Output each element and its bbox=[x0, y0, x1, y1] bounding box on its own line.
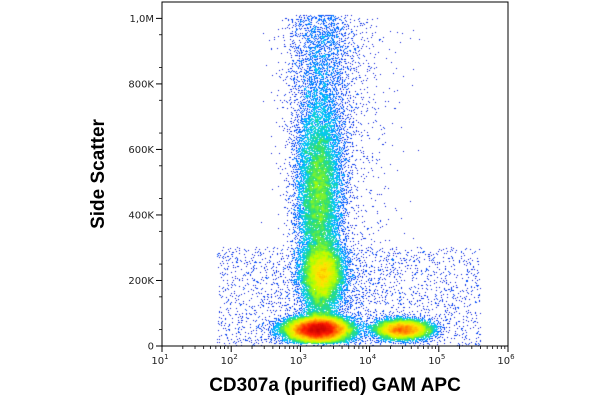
x-tick-label: 104 bbox=[359, 353, 377, 367]
y-tick-label: 800K bbox=[128, 79, 154, 90]
x-tick-label: 101 bbox=[151, 353, 168, 367]
x-tick-label: 105 bbox=[428, 353, 445, 367]
x-axis-ticks: 101 102 103 104 105 106 bbox=[151, 346, 515, 367]
y-tick-label: 600K bbox=[128, 145, 154, 156]
x-tick-exponent: 4 bbox=[372, 353, 377, 361]
x-tick-exponent: 3 bbox=[303, 353, 307, 361]
x-tick-exponent: 5 bbox=[441, 353, 445, 361]
y-tick-label: 200K bbox=[128, 276, 154, 287]
x-axis-title: CD307a (purified) GAM APC bbox=[209, 375, 461, 396]
y-axis-title: Side Scatter bbox=[88, 118, 109, 228]
y-tick-label: 0 bbox=[148, 342, 154, 353]
x-tick-label: 103 bbox=[290, 353, 307, 367]
scatter-points bbox=[162, 2, 508, 346]
x-tick-label: 102 bbox=[221, 353, 238, 367]
y-axis-ticks: 0 200K 400K 600K 800K 1,0M bbox=[128, 14, 162, 353]
y-tick-label: 400K bbox=[128, 210, 154, 221]
x-tick-label: 106 bbox=[497, 353, 515, 367]
density-raster bbox=[162, 2, 508, 346]
x-tick-exponent: 2 bbox=[233, 353, 237, 361]
y-tick-label: 1,0M bbox=[129, 14, 154, 25]
plot-frame bbox=[161, 1, 509, 347]
x-tick-exponent: 6 bbox=[510, 353, 515, 361]
x-tick-exponent: 1 bbox=[164, 353, 168, 361]
